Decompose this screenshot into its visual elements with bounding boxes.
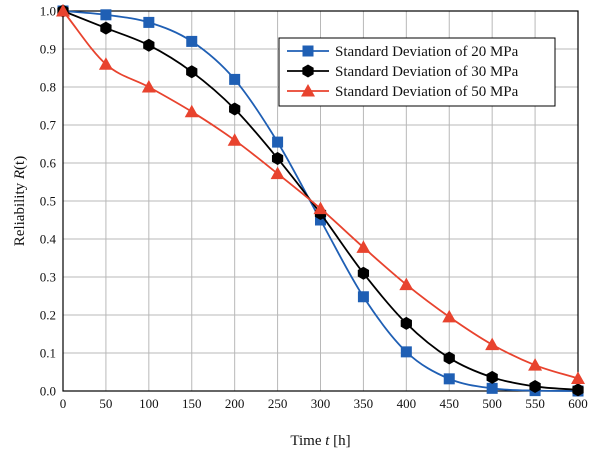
data-point	[56, 4, 70, 17]
y-tick-label: 0.7	[40, 118, 57, 133]
data-point	[400, 346, 412, 358]
data-point	[485, 337, 500, 351]
data-point	[528, 358, 543, 371]
x-tick-label: 100	[139, 396, 159, 411]
data-point	[400, 316, 412, 330]
x-tick-label: 50	[99, 396, 112, 411]
legend-marker	[302, 64, 314, 78]
data-point	[529, 379, 541, 393]
y-tick-label: 0.8	[40, 80, 56, 95]
data-point	[143, 38, 155, 52]
legend-box	[278, 37, 556, 107]
data-point	[229, 102, 241, 116]
y-tick-label: 0.1	[40, 346, 56, 361]
x-tick-label: 550	[525, 396, 545, 411]
y-tick-label: 0.2	[40, 308, 56, 323]
data-point	[272, 136, 284, 148]
legend-item: Standard Deviation of 20 MPa	[287, 44, 519, 60]
data-point	[100, 9, 112, 21]
data-point	[313, 201, 328, 215]
data-point	[443, 351, 455, 365]
x-axis-title: Time t [h]	[290, 433, 350, 449]
y-axis-title: Reliability R(t)	[12, 156, 28, 246]
legend-label: Standard Deviation of 20 MPa	[335, 44, 519, 60]
x-tick-label: 300	[311, 396, 331, 411]
legend: Standard Deviation of 20 MPa Standard Dev…	[278, 37, 556, 107]
y-tick-label: 1.0	[40, 4, 56, 19]
data-point	[486, 370, 498, 384]
data-point	[357, 266, 370, 280]
data-point	[270, 166, 285, 180]
series-3	[56, 4, 585, 384]
legend-label: Standard Deviation of 30 MPa	[335, 64, 519, 80]
data-point	[356, 240, 371, 253]
legend-item: Standard Deviation of 50 MPa	[287, 84, 519, 100]
series-layer	[56, 4, 585, 397]
x-tick-label: 150	[182, 396, 202, 411]
x-tick-label: 350	[354, 396, 374, 411]
data-point	[486, 382, 498, 394]
data-point	[100, 21, 112, 35]
data-point	[229, 73, 241, 85]
x-tick-label: 0	[60, 396, 67, 411]
data-point	[443, 373, 455, 385]
data-point	[357, 291, 369, 303]
data-point	[186, 35, 198, 47]
x-tick-label: 200	[225, 396, 245, 411]
data-point	[399, 277, 414, 291]
y-tick-label: 0.5	[40, 194, 56, 209]
x-tick-label: 600	[568, 396, 588, 411]
y-tick-labels: 0.0 0.1 0.2 0.3 0.4 0.5 0.6 0.7 0.8 0.9 1.0	[40, 4, 57, 399]
y-tick-label: 0.3	[40, 270, 56, 285]
x-tick-label: 250	[268, 396, 288, 411]
y-tick-label: 0.9	[40, 42, 56, 57]
data-point	[442, 309, 457, 323]
x-tick-labels: 0 50 100 150 200 250 300 350 400 450 500 550 600	[60, 396, 588, 411]
legend-label: Standard Deviation of 50 MPa	[335, 84, 519, 100]
x-tick-label: 450	[440, 396, 460, 411]
y-tick-label: 0.4	[40, 232, 57, 247]
y-tick-label: 0.0	[40, 384, 56, 399]
data-point	[143, 16, 155, 28]
plot-frame	[62, 10, 579, 392]
legend-item: Standard Deviation of 30 MPa	[287, 64, 519, 80]
data-point	[141, 80, 156, 93]
data-point	[98, 57, 113, 70]
data-point	[227, 133, 242, 146]
x-tick-label: 400	[397, 396, 417, 411]
data-point	[271, 151, 284, 165]
y-tick-label: 0.6	[40, 156, 57, 171]
data-point	[571, 371, 585, 384]
data-point	[186, 65, 198, 79]
data-point	[184, 104, 199, 118]
data-point	[572, 383, 584, 397]
x-tick-label: 500	[482, 396, 502, 411]
legend-marker	[301, 84, 315, 97]
legend-marker	[302, 45, 314, 57]
